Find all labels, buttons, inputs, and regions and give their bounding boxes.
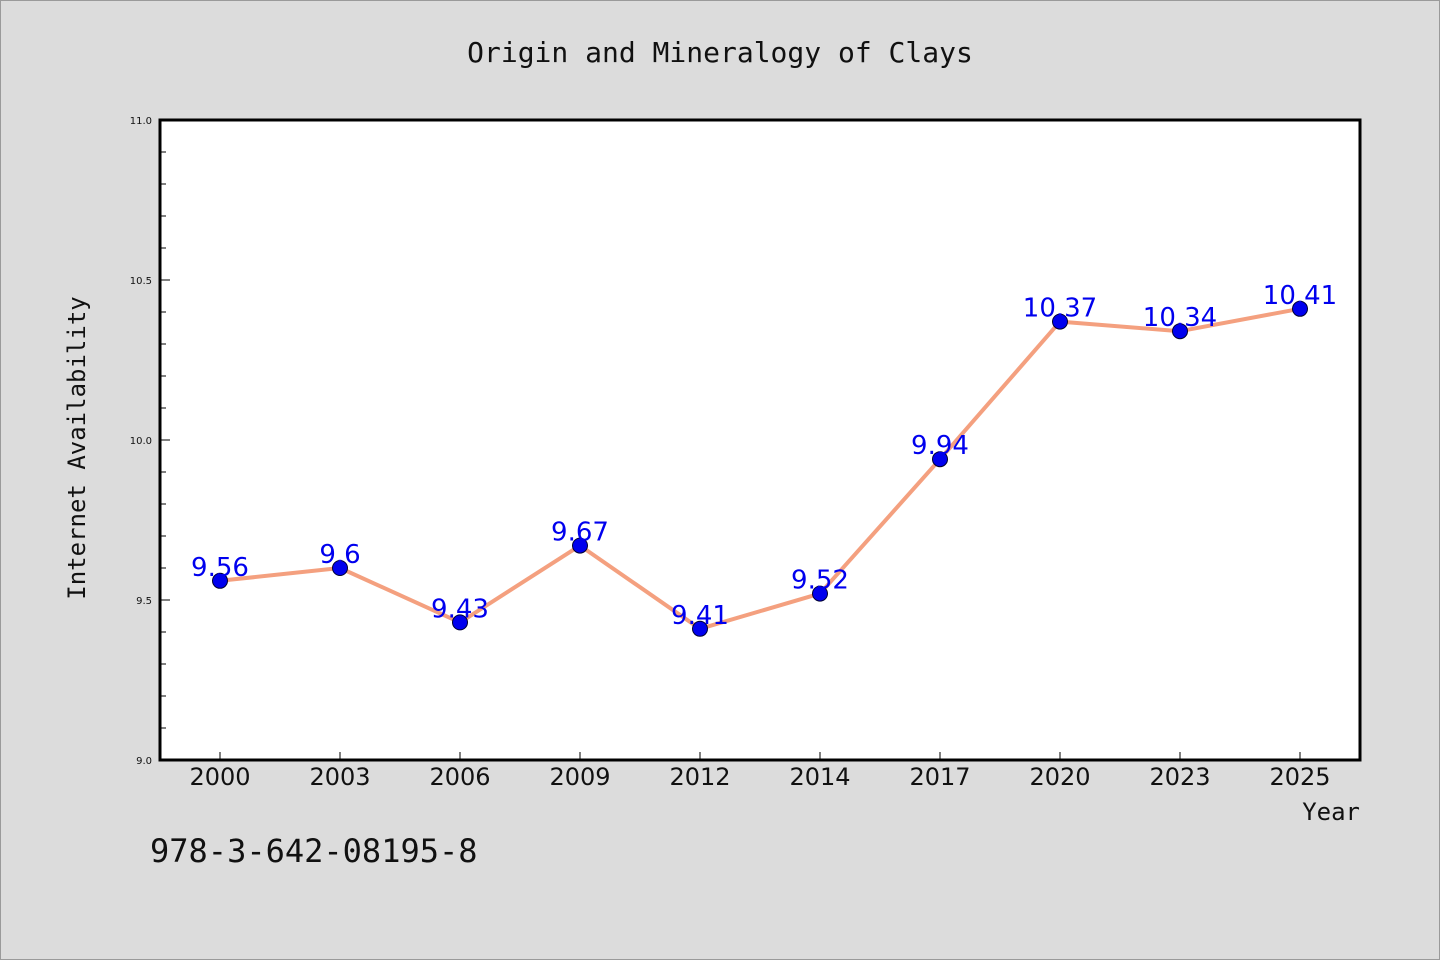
y-axis: 9.0 9.5 10.0 10.5 11.0 (130, 116, 170, 767)
chart-title: Origin and Mineralogy of Clays (467, 36, 973, 69)
plot-area (158, 118, 1362, 762)
data-label: 9.52 (791, 566, 849, 596)
x-tick-label: 2023 (1149, 763, 1210, 791)
x-tick-label: 2006 (429, 763, 490, 791)
footer-note: 978-3-642-08195-8 (150, 832, 478, 870)
x-tick-label: 2014 (789, 763, 850, 791)
x-tick-label: 2017 (909, 763, 970, 791)
data-label: 9.94 (911, 431, 969, 461)
y-tick-label: 10.0 (130, 436, 152, 447)
series-line (219, 306, 1301, 631)
x-tick-label: 2020 (1029, 763, 1090, 791)
x-tick-label: 2012 (669, 763, 730, 791)
data-label: 9.67 (551, 518, 609, 548)
data-point (1052, 313, 1068, 330)
data-point (212, 572, 228, 589)
data-label: 10.37 (1023, 294, 1097, 324)
data-label: 9.43 (431, 594, 489, 624)
data-point (572, 537, 588, 554)
y-tick-label: 9.5 (136, 596, 152, 607)
x-axis: 2000 2003 2006 2009 2012 2014 2017 2020 2023 2025 (189, 752, 1331, 791)
x-tick-label: 2009 (549, 763, 610, 791)
data-labels: 9.56 9.6 9.43 9.67 9.41 9.52 9.94 10.37 10.34 10.… (191, 281, 1337, 631)
data-point (1292, 300, 1308, 317)
y-tick-label: 11.0 (130, 116, 152, 127)
y-axis-label: Internet Availability (63, 296, 91, 599)
data-point (692, 620, 708, 637)
x-tick-label: 2025 (1269, 763, 1330, 791)
data-label: 9.6 (319, 540, 360, 570)
data-label: 10.34 (1143, 303, 1217, 333)
y-tick-label: 10.5 (130, 276, 152, 287)
series-markers (212, 300, 1308, 637)
data-label: 9.56 (191, 553, 249, 583)
x-axis-label: Year (1302, 798, 1360, 826)
data-label: 9.41 (671, 601, 729, 631)
data-point (332, 560, 348, 576)
data-point (452, 614, 468, 631)
y-tick-label: 9.0 (136, 756, 152, 767)
x-tick-label: 2000 (189, 763, 250, 791)
data-point (812, 585, 828, 602)
data-point (932, 451, 948, 468)
data-label: 10.41 (1263, 281, 1337, 311)
x-tick-label: 2003 (309, 763, 370, 791)
data-point (1172, 323, 1188, 340)
